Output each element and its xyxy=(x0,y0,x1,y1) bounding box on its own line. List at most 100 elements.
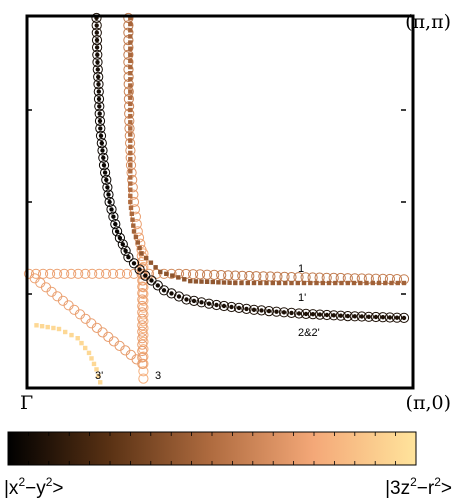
series-2and2prime xyxy=(91,12,410,323)
data-point-core xyxy=(221,303,227,309)
data-point xyxy=(307,272,318,283)
data-point xyxy=(101,174,112,185)
data-point xyxy=(173,291,185,302)
data-point xyxy=(321,309,332,321)
data-point xyxy=(93,86,104,97)
data-point xyxy=(128,144,133,149)
colorbar-min-label: |x2−y2> xyxy=(4,475,64,499)
data-point xyxy=(94,101,105,112)
data-point-core xyxy=(123,248,128,253)
data-point xyxy=(130,217,135,222)
data-point xyxy=(63,329,68,335)
data-point xyxy=(244,270,255,282)
data-point xyxy=(128,113,133,119)
data-point xyxy=(127,182,138,193)
data-point xyxy=(138,366,149,377)
data-point xyxy=(108,268,119,279)
data-point xyxy=(96,373,101,379)
data-point xyxy=(120,245,131,256)
data-point xyxy=(39,324,45,329)
data-point xyxy=(87,268,98,279)
data-point xyxy=(94,268,105,279)
data-point-core xyxy=(289,310,294,316)
curve-label-1prime: 1' xyxy=(298,292,306,304)
data-point xyxy=(52,268,63,279)
data-point xyxy=(137,320,148,331)
data-point xyxy=(137,294,148,305)
data-point xyxy=(123,252,134,263)
data-point xyxy=(245,280,250,286)
data-point-core xyxy=(96,89,102,94)
data-point xyxy=(38,268,49,279)
data-point-core xyxy=(199,300,204,305)
data-point xyxy=(401,280,407,286)
data-point-core xyxy=(97,104,102,109)
data-point xyxy=(283,280,288,286)
data-point-core xyxy=(274,309,279,314)
data-point xyxy=(137,345,148,357)
data-point xyxy=(98,380,103,385)
data-point xyxy=(34,323,39,328)
data-point-core xyxy=(101,163,107,168)
data-point xyxy=(79,340,84,346)
data-point xyxy=(110,219,121,230)
data-point xyxy=(73,268,84,279)
data-point-core xyxy=(114,229,120,234)
data-point-core xyxy=(359,314,364,319)
data-point xyxy=(100,167,111,178)
data-point xyxy=(104,196,115,208)
data-point xyxy=(128,64,133,70)
data-point xyxy=(128,15,133,21)
data-point xyxy=(112,226,123,237)
data-point xyxy=(96,138,107,149)
data-point xyxy=(128,58,133,64)
data-point xyxy=(94,108,105,119)
data-point-core xyxy=(338,313,343,318)
data-point xyxy=(195,269,206,280)
data-point xyxy=(129,211,134,216)
data-point xyxy=(103,189,114,200)
data-point-core xyxy=(109,207,114,212)
data-point xyxy=(135,240,140,245)
data-point xyxy=(321,272,332,283)
data-point xyxy=(138,373,149,384)
data-point xyxy=(248,304,260,315)
data-point xyxy=(128,175,133,180)
data-point-core xyxy=(96,96,102,102)
data-point xyxy=(45,268,56,279)
data-point-core xyxy=(281,310,287,315)
data-point xyxy=(342,311,353,322)
data-point-core xyxy=(236,305,242,311)
data-point xyxy=(209,269,220,280)
data-point xyxy=(101,268,112,279)
data-point xyxy=(370,311,381,323)
data-point xyxy=(97,327,108,338)
data-point xyxy=(278,307,290,318)
data-point xyxy=(370,280,375,286)
data-point xyxy=(226,301,237,313)
data-point xyxy=(92,57,103,68)
plot-frame xyxy=(25,14,415,390)
data-point xyxy=(339,280,344,286)
data-point xyxy=(349,311,360,322)
data-point xyxy=(140,270,151,281)
data-point xyxy=(391,312,403,323)
data-point xyxy=(233,302,245,313)
data-point xyxy=(333,280,338,286)
data-point xyxy=(130,211,141,222)
data-point xyxy=(264,280,269,286)
data-point xyxy=(91,322,103,333)
data-point xyxy=(45,324,50,330)
data-point xyxy=(106,204,117,215)
data-point xyxy=(196,297,207,308)
data-point-core xyxy=(184,297,189,302)
data-point xyxy=(128,101,133,107)
data-point xyxy=(199,279,204,284)
data-point xyxy=(86,318,97,329)
data-point-core xyxy=(94,45,100,50)
series-1 xyxy=(23,12,410,369)
data-point xyxy=(137,326,148,337)
data-point xyxy=(276,280,282,286)
data-point-core xyxy=(95,60,100,65)
data-point xyxy=(293,308,305,319)
